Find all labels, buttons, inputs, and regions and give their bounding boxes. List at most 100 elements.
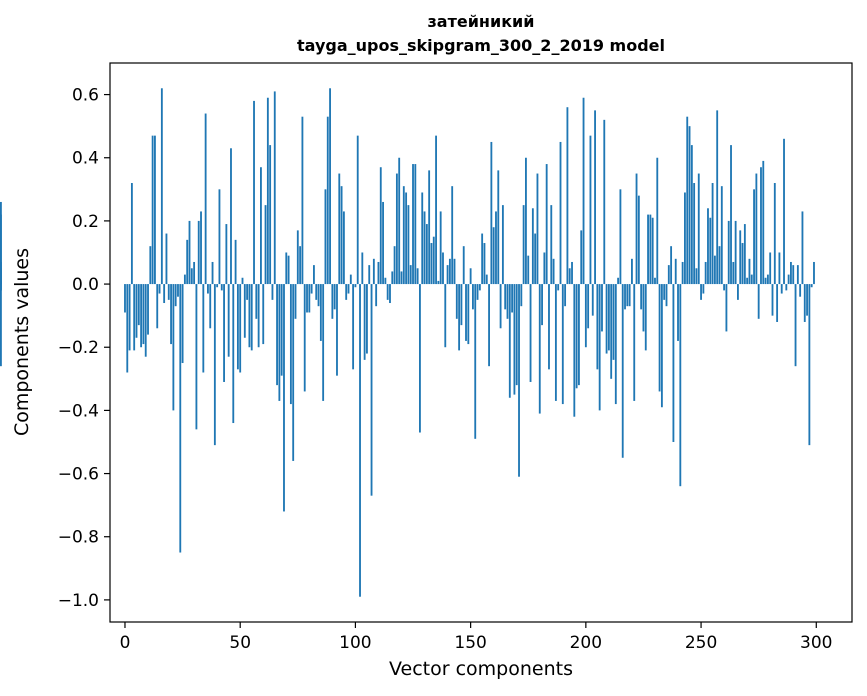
bar [711,183,714,285]
bar [264,205,267,285]
bar [319,284,322,341]
bar [412,164,414,285]
bar [527,255,530,285]
bar [637,195,640,285]
bar [453,258,456,285]
bar [603,119,606,285]
bar [402,186,405,285]
bar [552,258,555,285]
bar [808,284,811,446]
bar [218,189,221,285]
bar [347,284,350,294]
bar [326,116,329,285]
bar [147,284,149,335]
bar [209,284,212,329]
y-tick-label: −0.8 [58,528,99,548]
bar [554,284,557,401]
bar [790,261,792,285]
bar [255,284,258,319]
bar [363,284,366,360]
x-tick-label: 0 [120,633,131,653]
bar [785,284,788,291]
bar [651,217,654,285]
bar [250,284,253,351]
bar [573,284,576,417]
bar [571,261,573,285]
bar [400,271,403,285]
bar [177,284,179,297]
bar [137,284,140,326]
bar [280,284,283,376]
bar [303,284,306,392]
bar [644,284,647,351]
bar [737,284,739,300]
bar [317,284,320,307]
bar [693,183,696,285]
bar [313,265,315,285]
bar [483,243,486,285]
bar [672,284,675,442]
bar [126,284,129,373]
bar [285,252,288,285]
bar [690,145,693,285]
bar [476,284,479,300]
bar [451,186,454,285]
bar [368,265,371,285]
bar [414,164,417,285]
bar [296,230,299,285]
bar [241,277,244,285]
bar [584,284,587,348]
bar [598,284,601,411]
x-tick-label: 100 [339,633,371,653]
bar [660,284,663,408]
y-axis-ticks: −1.0 −0.8 −0.6 −0.4 −0.2 0.0 0.2 0.4 0.6 [58,86,110,611]
bar [665,284,668,307]
bar [702,284,705,294]
bar [460,284,463,326]
bar [647,214,649,285]
bar [306,284,308,313]
bar [462,246,465,285]
bar [342,211,345,285]
bar [568,268,571,285]
bar [359,284,361,597]
bar [324,189,327,285]
bar [773,183,776,285]
bar [649,214,652,285]
bar [331,284,334,319]
bar [230,148,232,285]
bar-series [0,88,815,597]
bar [769,252,772,285]
bar [667,265,670,285]
bar [580,230,583,285]
bar [619,189,622,285]
bar [442,252,444,285]
bar [361,252,364,285]
bar [257,284,260,348]
bar [801,211,804,285]
bar [543,252,546,285]
bar [617,277,620,285]
bar [236,284,239,370]
bar [695,268,698,285]
bar [246,284,249,300]
bar [202,284,205,373]
bar [149,246,152,285]
bar [704,261,707,285]
bar [289,284,292,405]
bar [591,284,594,316]
bar [495,211,497,285]
bar [624,284,626,310]
bar [741,243,744,285]
bar [806,284,808,316]
bar [557,284,560,291]
bar [144,284,147,357]
bar [432,236,435,285]
bar [160,88,163,285]
bar [575,284,578,389]
bar [0,284,2,291]
bar [799,284,802,297]
bar [395,173,398,285]
bar [755,173,758,285]
